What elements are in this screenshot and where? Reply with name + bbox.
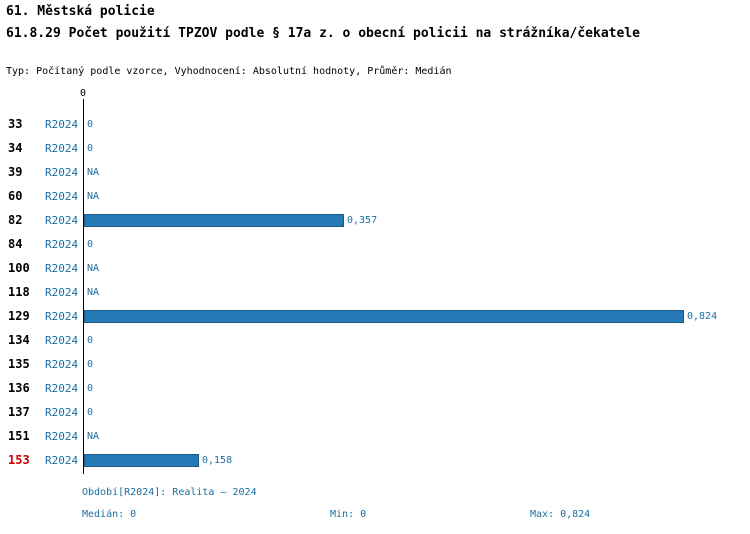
row-id-label: 134 [8,333,30,347]
axis-zero-label: 0 [79,88,87,99]
chart-row: 39 R2024 NA [0,160,750,184]
chart-row: 136 R2024 0 [0,376,750,400]
row-value-label: 0 [87,406,94,418]
chart-row: 100 R2024 NA [0,256,750,280]
row-value-label: NA [87,286,100,298]
row-period-label: R2024 [45,405,79,419]
row-bar-track: NA [83,191,750,202]
chart-row: 134 R2024 0 [0,328,750,352]
chart-row: 34 R2024 0 [0,136,750,160]
axis-line [83,99,84,474]
row-bar-track: 0,824 [83,309,750,323]
row-id-label: 137 [8,405,30,419]
row-period-label: R2024 [45,165,79,179]
row-period-label: R2024 [45,237,79,251]
row-bar-track: 0 [83,407,750,418]
row-period-label: R2024 [45,381,79,395]
row-period-label: R2024 [45,333,79,347]
indicator-subtitle: 61.8.29 Počet použití TPZOV podle § 17a … [6,26,640,41]
row-bar-track: 0 [83,383,750,394]
row-bar-track: 0 [83,359,750,370]
row-period-label: R2024 [45,141,79,155]
row-id-label: 118 [8,285,30,299]
row-bar-track: NA [83,263,750,274]
page-title: 61. Městská policie [6,4,155,19]
meta-info-line: Typ: Počítaný podle vzorce, Vyhodnocení:… [6,66,452,77]
row-period-label: R2024 [45,285,79,299]
period-legend: Období[R2024]: Realita – 2024 [82,487,257,498]
row-id-label: 151 [8,429,30,443]
chart-row: 118 R2024 NA [0,280,750,304]
row-id-label: 33 [8,117,23,131]
row-period-label: R2024 [45,117,79,131]
row-bar-track: 0,357 [83,213,750,227]
row-period-label: R2024 [45,429,79,443]
row-value-label: 0,824 [687,310,718,322]
chart-row: 60 R2024 NA [0,184,750,208]
row-bar-track: 0 [83,119,750,130]
row-value-label: 0 [87,238,94,250]
row-period-label: R2024 [45,189,79,203]
row-value-label: NA [87,262,100,274]
row-period-label: R2024 [45,261,79,275]
row-value-label: 0,158 [202,454,233,466]
row-bar-track: 0 [83,335,750,346]
bar [84,309,684,323]
bar [84,453,199,467]
row-value-label: 0,357 [347,214,378,226]
chart-row: 151 R2024 NA [0,424,750,448]
row-value-label: 0 [87,334,94,346]
row-id-label: 82 [8,213,23,227]
row-value-label: NA [87,190,100,202]
row-value-label: 0 [87,382,94,394]
bar [84,213,344,227]
chart-row: 137 R2024 0 [0,400,750,424]
row-id-label: 34 [8,141,23,155]
row-period-label: R2024 [45,453,79,467]
row-bar-track: NA [83,167,750,178]
row-id-label: 135 [8,357,30,371]
chart-row: 129 R2024 0,824 [0,304,750,328]
row-bar-track: 0,158 [83,453,750,467]
row-id-label: 39 [8,165,23,179]
row-value-label: 0 [87,142,94,154]
chart-row: 153 R2024 0,158 [0,448,750,472]
row-bar-track: 0 [83,239,750,250]
row-id-label: 136 [8,381,30,395]
stat-max: Max: 0,824 [530,509,591,520]
chart-row: 33 R2024 0 [0,112,750,136]
row-value-label: NA [87,430,100,442]
chart-row: 84 R2024 0 [0,232,750,256]
stat-min: Min: 0 [330,509,367,520]
row-value-label: 0 [87,118,94,130]
stat-median: Medián: 0 [82,509,137,520]
row-id-label: 84 [8,237,23,251]
row-id-label: 60 [8,189,23,203]
row-value-label: 0 [87,358,94,370]
row-bar-track: 0 [83,143,750,154]
row-period-label: R2024 [45,357,79,371]
row-id-label: 153 [8,453,30,467]
bar-chart: 33 R2024 0 34 R2024 0 39 R2024 NA 60 [0,112,750,472]
chart-row: 135 R2024 0 [0,352,750,376]
row-period-label: R2024 [45,309,79,323]
row-value-label: NA [87,166,100,178]
row-period-label: R2024 [45,213,79,227]
row-bar-track: NA [83,287,750,298]
chart-row: 82 R2024 0,357 [0,208,750,232]
row-id-label: 129 [8,309,30,323]
row-id-label: 100 [8,261,30,275]
row-bar-track: NA [83,431,750,442]
